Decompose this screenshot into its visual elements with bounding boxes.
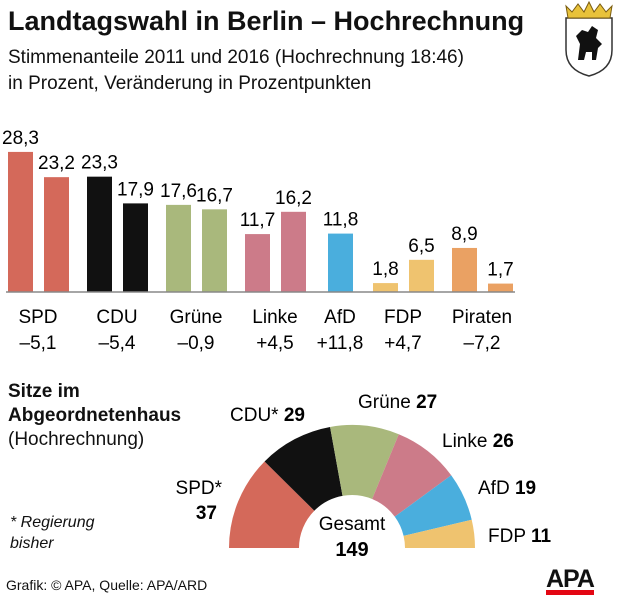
seat-label-count: 29: [284, 405, 305, 426]
bar-value-label: 6,5: [408, 236, 434, 257]
subtitle-units: in Prozent, Veränderung in Prozentpunkte…: [8, 73, 372, 94]
seat-label: Linke 26: [442, 431, 514, 452]
bar-piraten-2016: [488, 283, 513, 292]
change-label: +11,8: [317, 333, 364, 354]
change-label: +4,7: [384, 333, 422, 354]
bar-afd-2016: [328, 233, 353, 292]
bar-grüne-2016: [202, 209, 227, 292]
party-label: Grüne: [170, 307, 223, 328]
bar-value-label: 11,7: [240, 210, 276, 231]
change-label: +4,5: [256, 333, 294, 354]
seat-label-count: 19: [515, 478, 536, 499]
bar-linke-2016: [281, 211, 306, 292]
bar-fdp-2011: [373, 283, 398, 292]
seat-label-name: CDU*: [230, 405, 284, 426]
seat-label-count: 26: [493, 431, 514, 452]
bar-value-label: 28,3: [2, 128, 39, 149]
change-label: –0,9: [178, 333, 215, 354]
change-label: –7,2: [464, 333, 501, 354]
party-label: Piraten: [452, 307, 512, 328]
bar-value-label: 11,8: [323, 210, 359, 231]
total-label: Gesamt: [319, 514, 386, 535]
bar-value-label: 23,2: [38, 153, 75, 174]
seat-label: CDU* 29: [230, 405, 305, 426]
party-label: SPD: [18, 307, 57, 328]
bar-spd-2011: [8, 151, 33, 292]
bar-fdp-2016: [409, 259, 434, 292]
seat-label: Grüne 27: [358, 392, 437, 413]
bar-linke-2011: [245, 234, 270, 292]
change-label: –5,1: [20, 333, 57, 354]
source-credit: Grafik: © APA, Quelle: APA/ARD: [6, 577, 208, 593]
seat-label-name: Grüne: [358, 392, 416, 413]
bar-value-label: 1,8: [372, 259, 398, 280]
bar-value-label: 23,3: [81, 153, 118, 174]
seat-label-count: 37: [196, 503, 217, 524]
apa-logo: APA: [546, 565, 595, 595]
bar-value-label: 16,2: [275, 188, 312, 209]
seat-slice-afd: [394, 475, 472, 536]
seat-label-name: AfD: [478, 478, 515, 499]
chart-title: Landtagswahl in Berlin – Hochrechnung: [8, 6, 525, 36]
bar-value-label: 1,7: [487, 260, 513, 281]
total-value: 149: [335, 539, 368, 561]
bar-value-label: 17,9: [117, 179, 154, 200]
bar-piraten-2011: [452, 247, 477, 292]
party-label: FDP: [384, 307, 422, 328]
seat-slice-cdu: [264, 426, 343, 511]
subtitle: Stimmenanteile 2011 und 2016 (Hochrechnu…: [8, 47, 464, 68]
bar-cdu-2011: [87, 176, 112, 292]
seat-label-name: SPD*: [176, 478, 223, 499]
seat-slice-grüne: [330, 425, 399, 499]
change-label: –5,4: [99, 333, 136, 354]
party-label: CDU: [96, 307, 137, 328]
bar-value-label: 16,7: [196, 185, 233, 206]
seat-label-count: 11: [531, 526, 552, 547]
seat-label: FDP 11: [488, 526, 551, 547]
bar-grüne-2011: [166, 204, 191, 292]
seat-label-name: Linke: [442, 431, 493, 452]
bar-cdu-2016: [123, 203, 148, 292]
seat-label-count: 27: [416, 392, 437, 413]
seats-title: Sitze im Abgeordnetenhaus: [8, 381, 182, 426]
seat-label-name: FDP: [488, 526, 531, 547]
party-label: Linke: [252, 307, 297, 328]
bar-spd-2016: [44, 177, 69, 292]
seat-label: AfD 19: [478, 478, 536, 499]
bar-value-label: 8,9: [451, 224, 477, 245]
seats-subtitle: (Hochrechnung): [8, 429, 145, 450]
bar-value-label: 17,6: [160, 181, 197, 202]
footnote: * Regierung bisher: [10, 514, 95, 552]
seat-slice-linke: [372, 434, 452, 517]
seat-slice-spd: [229, 461, 315, 548]
party-label: AfD: [324, 307, 356, 328]
seat-slice-fdp: [403, 519, 475, 548]
